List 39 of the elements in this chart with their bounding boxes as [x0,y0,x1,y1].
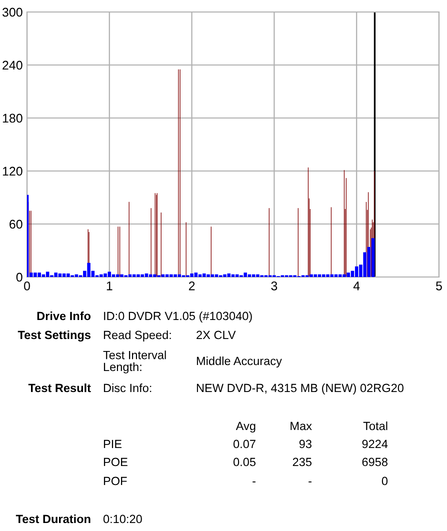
text: PIE [104,440,122,448]
y-tick-label: 120 [2,166,22,176]
text: Avg [236,422,256,433]
text: 93 [299,440,312,448]
text: ID:0 DVDR V1.05 (#103040) [104,311,252,322]
text: 0.05 [233,458,256,466]
text: 0 [382,476,388,486]
text: 6958 [362,458,388,466]
y-tick-label: 300 [2,8,22,17]
text: Max [290,422,312,430]
text: NEW DVD-R, 4315 MB (NEW) 02RG20 [196,383,404,394]
y-tick-label: 240 [2,60,22,70]
text: Test Settings [18,330,91,342]
y-tick-label: 0 [16,272,22,282]
text: Test Duration [16,514,90,524]
y-tick-label: 180 [2,114,22,123]
text: 0.07 [233,440,256,448]
text: 9224 [362,440,388,448]
x-tick-label: 1 [106,282,112,290]
x-tick-label: 5 [436,282,442,290]
text: Drive Info [37,311,91,320]
text: - [252,481,256,482]
x-tick-label: 2 [188,281,195,290]
text: Test Interval Length: [103,350,166,374]
text: Read Speed: [104,330,171,342]
text: 0:10:20 [103,514,142,524]
x-tick-label: 3 [271,281,278,290]
text: POF [104,476,127,486]
x-tick-label: 4 [353,282,360,290]
text: Total [363,421,388,430]
text: Disc Info: [104,383,152,392]
x-tick-label: 0 [24,281,30,290]
text: Test Result [28,383,91,392]
y-tick-label: 60 [10,220,22,229]
text: - [308,481,312,482]
text: 2X CLV [196,330,236,340]
text: POE [104,458,128,466]
text: Middle Accuracy [196,356,282,368]
text: 235 [292,458,312,466]
